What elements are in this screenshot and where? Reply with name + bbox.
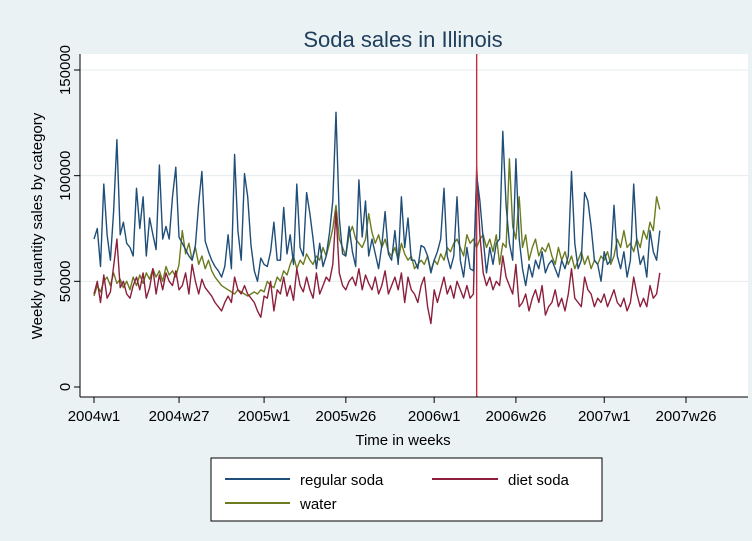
- y-tick-label: 150000: [57, 45, 74, 95]
- legend-label-diet-soda: diet soda: [508, 472, 570, 489]
- x-axis-label: Time in weeks: [355, 432, 450, 449]
- plot-area: [80, 54, 748, 397]
- legend-label-regular-soda: regular soda: [300, 472, 384, 489]
- series-line-diet-soda: [93, 166, 661, 325]
- legend-label-water: water: [299, 496, 337, 513]
- x-tick-label: 2006w1: [408, 408, 461, 425]
- chart-title: Soda sales in Illinois: [303, 27, 502, 52]
- legend: regular soda diet soda water: [210, 457, 603, 522]
- series-line-water: [93, 158, 661, 297]
- y-tick-label: 50000: [57, 260, 74, 302]
- y-ticks: 0 50000 100000 150000: [57, 45, 80, 391]
- series-layer: [93, 111, 661, 325]
- grid: [80, 69, 748, 282]
- x-tick-label: 2005w26: [315, 408, 376, 425]
- x-tick-label: 2007w26: [656, 408, 717, 425]
- x-tick-label: 2004w27: [149, 408, 210, 425]
- x-tick-label: 2005w1: [238, 408, 291, 425]
- x-ticks: 2004w1 2004w27 2005w1 2005w26 2006w1 2006w26 2…: [68, 397, 717, 425]
- y-tick-label: 100000: [57, 151, 74, 201]
- y-axis-label: Weekly quantity sales by category: [29, 112, 46, 339]
- legend-box: [210, 457, 603, 522]
- series-line-regular-soda: [93, 111, 661, 287]
- x-tick-label: 2007w1: [578, 408, 631, 425]
- y-tick-label: 0: [57, 383, 74, 391]
- x-tick-label: 2006w26: [485, 408, 546, 425]
- x-tick-label: 2004w1: [68, 408, 121, 425]
